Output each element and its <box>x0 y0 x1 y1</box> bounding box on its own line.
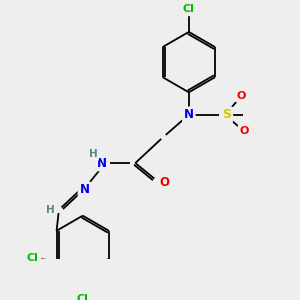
Text: S: S <box>222 108 231 121</box>
Text: H: H <box>89 149 98 159</box>
Text: N: N <box>97 157 107 169</box>
Text: O: O <box>160 176 170 188</box>
Text: Cl: Cl <box>183 4 195 14</box>
Text: O: O <box>237 91 246 101</box>
Text: N: N <box>184 108 194 121</box>
Text: Cl: Cl <box>26 254 38 263</box>
Text: Cl: Cl <box>77 294 88 300</box>
Text: H: H <box>46 206 54 215</box>
Text: N: N <box>80 183 89 196</box>
Text: O: O <box>239 126 249 136</box>
